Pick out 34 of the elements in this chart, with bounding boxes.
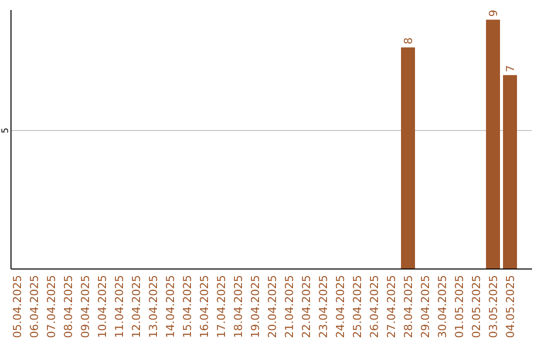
x-tick-label: 14.04.2025: [164, 275, 177, 338]
x-tick-label: 10.04.2025: [96, 275, 109, 338]
x-tick-label: 02.05.2025: [470, 275, 483, 338]
x-tick-label: 15.04.2025: [181, 275, 194, 338]
x-tick-label: 17.04.2025: [215, 275, 228, 338]
x-tick-label: 27.04.2025: [385, 275, 398, 338]
x-tick-label: 08.04.2025: [62, 275, 75, 338]
x-tick-label: 21.04.2025: [283, 275, 296, 338]
x-tick-label: 24.04.2025: [334, 275, 347, 338]
x-tick-label: 12.04.2025: [130, 275, 143, 338]
x-tick-label: 16.04.2025: [198, 275, 211, 338]
x-tick-label: 06.04.2025: [28, 275, 41, 338]
x-tick-label: 23.04.2025: [317, 275, 330, 338]
x-tick-label: 07.04.2025: [45, 275, 58, 338]
x-tick-label: 26.04.2025: [368, 275, 381, 338]
x-tick-label: 19.04.2025: [249, 275, 262, 338]
x-tick-label: 20.04.2025: [266, 275, 279, 338]
data-label: 8: [402, 37, 415, 44]
x-tick-label: 18.04.2025: [232, 275, 245, 338]
x-tick-label: 30.04.2025: [436, 275, 449, 338]
x-tick-label: 09.04.2025: [79, 275, 92, 338]
x-tick-label: 05.04.2025: [11, 275, 24, 338]
x-tick-label: 13.04.2025: [147, 275, 160, 338]
x-tick-label: 11.04.2025: [113, 275, 126, 338]
x-tick-label: 29.04.2025: [419, 275, 432, 338]
x-tick-label: 03.05.2025: [487, 275, 500, 338]
x-tick-label: 04.05.2025: [504, 275, 517, 338]
x-tick-label: 25.04.2025: [351, 275, 364, 338]
x-tick-label: 22.04.2025: [300, 275, 313, 338]
ref-line-label: 5: [1, 128, 11, 134]
data-label: 9: [487, 10, 500, 17]
x-tick-label: 28.04.2025: [402, 275, 415, 338]
x-tick-label: 01.05.2025: [453, 275, 466, 338]
data-label: 7: [504, 65, 517, 72]
